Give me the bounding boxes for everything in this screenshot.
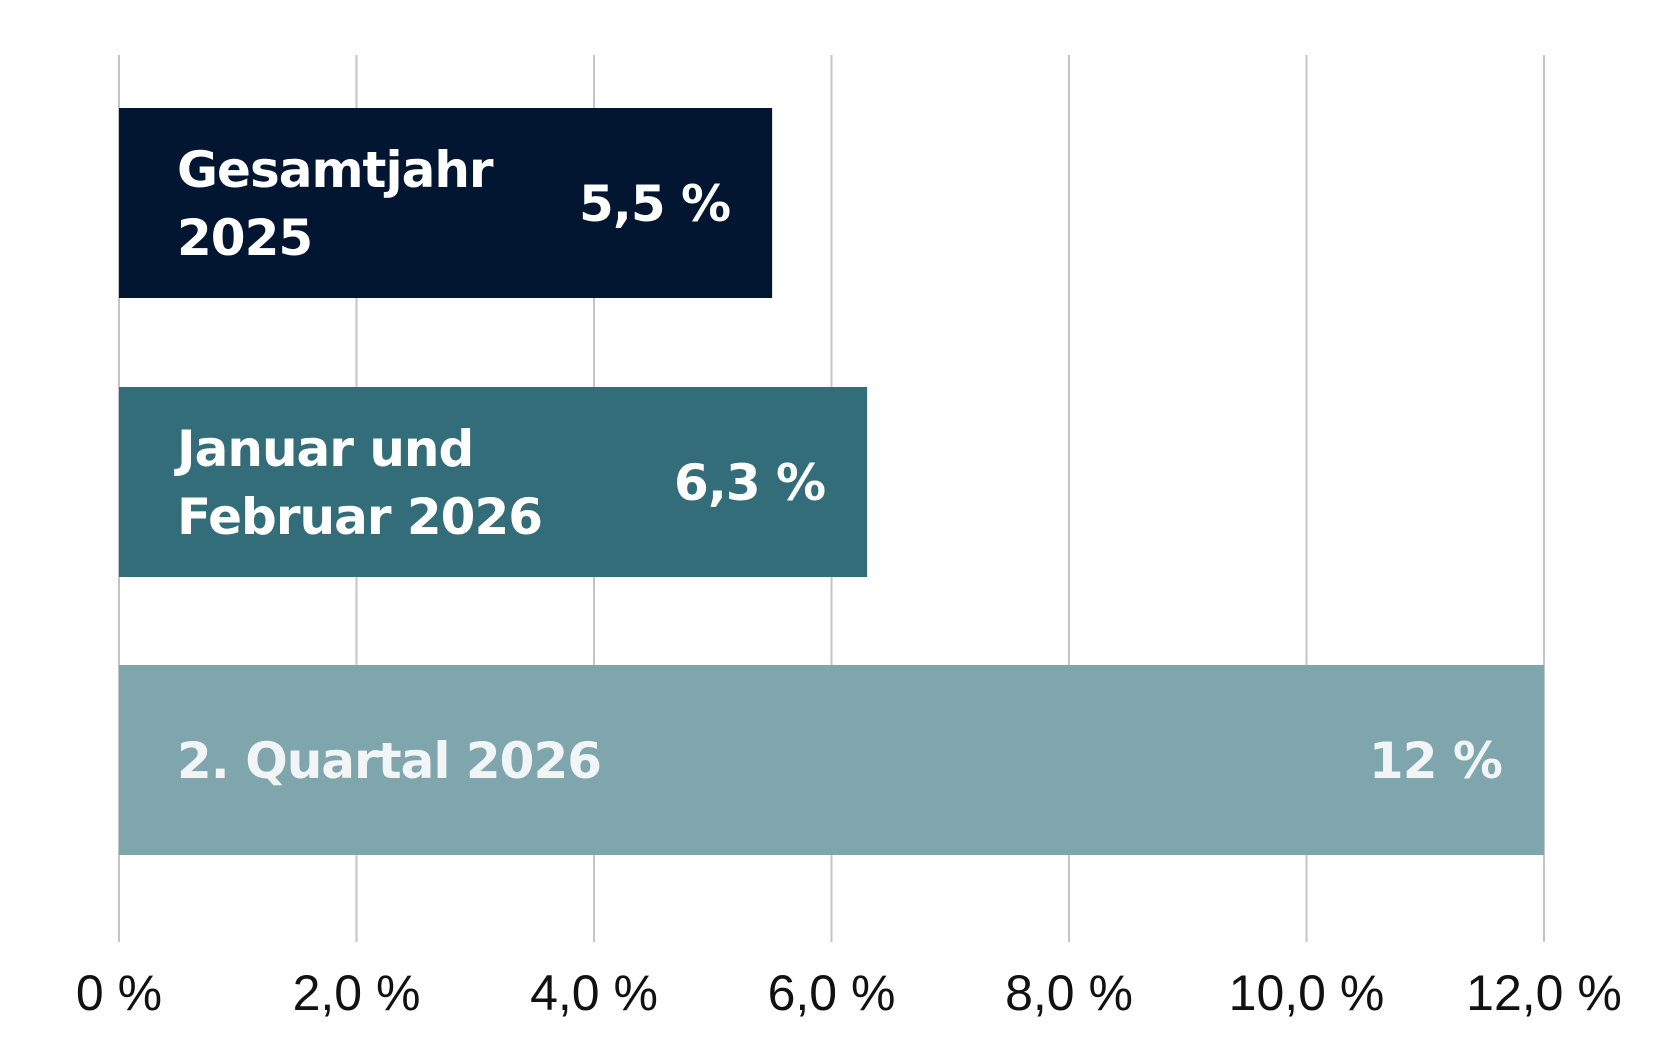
- x-tick-label-2: 4,0 %: [530, 965, 658, 1021]
- value-label-2: 12 %: [1369, 732, 1502, 790]
- category-label-0: Gesamtjahr 2025: [177, 141, 494, 267]
- value-label-1: 6,3 %: [674, 454, 825, 512]
- category-label-line: Januar und: [174, 420, 473, 478]
- category-label-line: 2025: [177, 209, 312, 267]
- category-label-line: Februar 2026: [177, 488, 542, 546]
- value-label-0: 5,5 %: [579, 175, 730, 233]
- x-tick-label-6: 12,0 %: [1466, 965, 1622, 1021]
- bar-2: [119, 665, 1544, 855]
- category-label-line: Gesamtjahr: [177, 141, 494, 199]
- bars: Gesamtjahr 2025 5,5 % Januar und Februar 202…: [119, 108, 1544, 855]
- category-label-2: 2. Quartal 2026: [177, 732, 601, 790]
- category-label-line: 2. Quartal 2026: [177, 732, 601, 790]
- category-label-1: Januar und Februar 2026: [174, 420, 542, 546]
- x-tick-label-4: 8,0 %: [1005, 965, 1133, 1021]
- bar-1: [119, 387, 868, 577]
- x-tick-label-0: 0 %: [76, 965, 162, 1021]
- x-tick-label-3: 6,0 %: [768, 965, 896, 1021]
- bar-0: [119, 108, 773, 298]
- x-tick-label-1: 2,0 %: [293, 965, 421, 1021]
- x-axis-ticks: 0 % 2,0 % 4,0 % 6,0 % 8,0 % 10,0 % 12,0 %: [76, 965, 1622, 1021]
- x-tick-label-5: 10,0 %: [1229, 965, 1385, 1021]
